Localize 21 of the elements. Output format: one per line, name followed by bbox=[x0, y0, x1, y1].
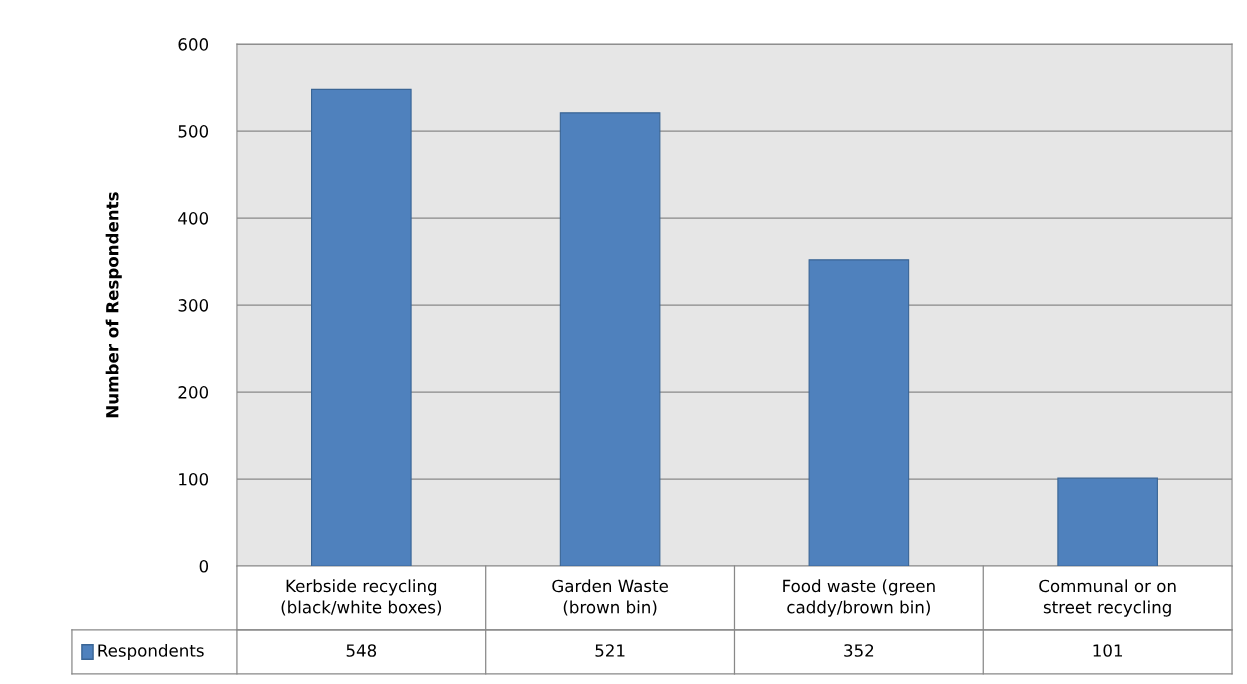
y-tick-label: 400 bbox=[178, 212, 209, 225]
data-label: 101 bbox=[1093, 644, 1123, 657]
y-tick-label: 100 bbox=[179, 472, 209, 486]
legend-label: Respondents bbox=[98, 643, 204, 661]
data-label: 352 bbox=[844, 644, 874, 657]
y-tick-label: 300 bbox=[178, 299, 209, 312]
y-tick-label: 0 bbox=[199, 559, 209, 573]
data-label: 521 bbox=[595, 644, 625, 657]
y-axis-title: Number of Respondents bbox=[105, 192, 122, 418]
y-tick-label: 200 bbox=[178, 386, 209, 399]
data-label: 548 bbox=[346, 644, 377, 657]
x-tick-label: Garden Waste (brown bin) bbox=[552, 579, 668, 616]
x-tick-label: Kerbside recycling (black/white boxes) bbox=[281, 579, 442, 616]
x-tick-label: Food waste (green caddy/brown bin) bbox=[783, 579, 935, 617]
bar bbox=[808, 259, 910, 567]
x-tick-label: Communal or on street recycling bbox=[1039, 579, 1176, 617]
y-tick-label: 500 bbox=[178, 125, 209, 138]
y-tick-label: 600 bbox=[178, 38, 209, 51]
bar bbox=[1057, 477, 1158, 567]
bar bbox=[311, 88, 412, 567]
bar bbox=[559, 112, 661, 567]
